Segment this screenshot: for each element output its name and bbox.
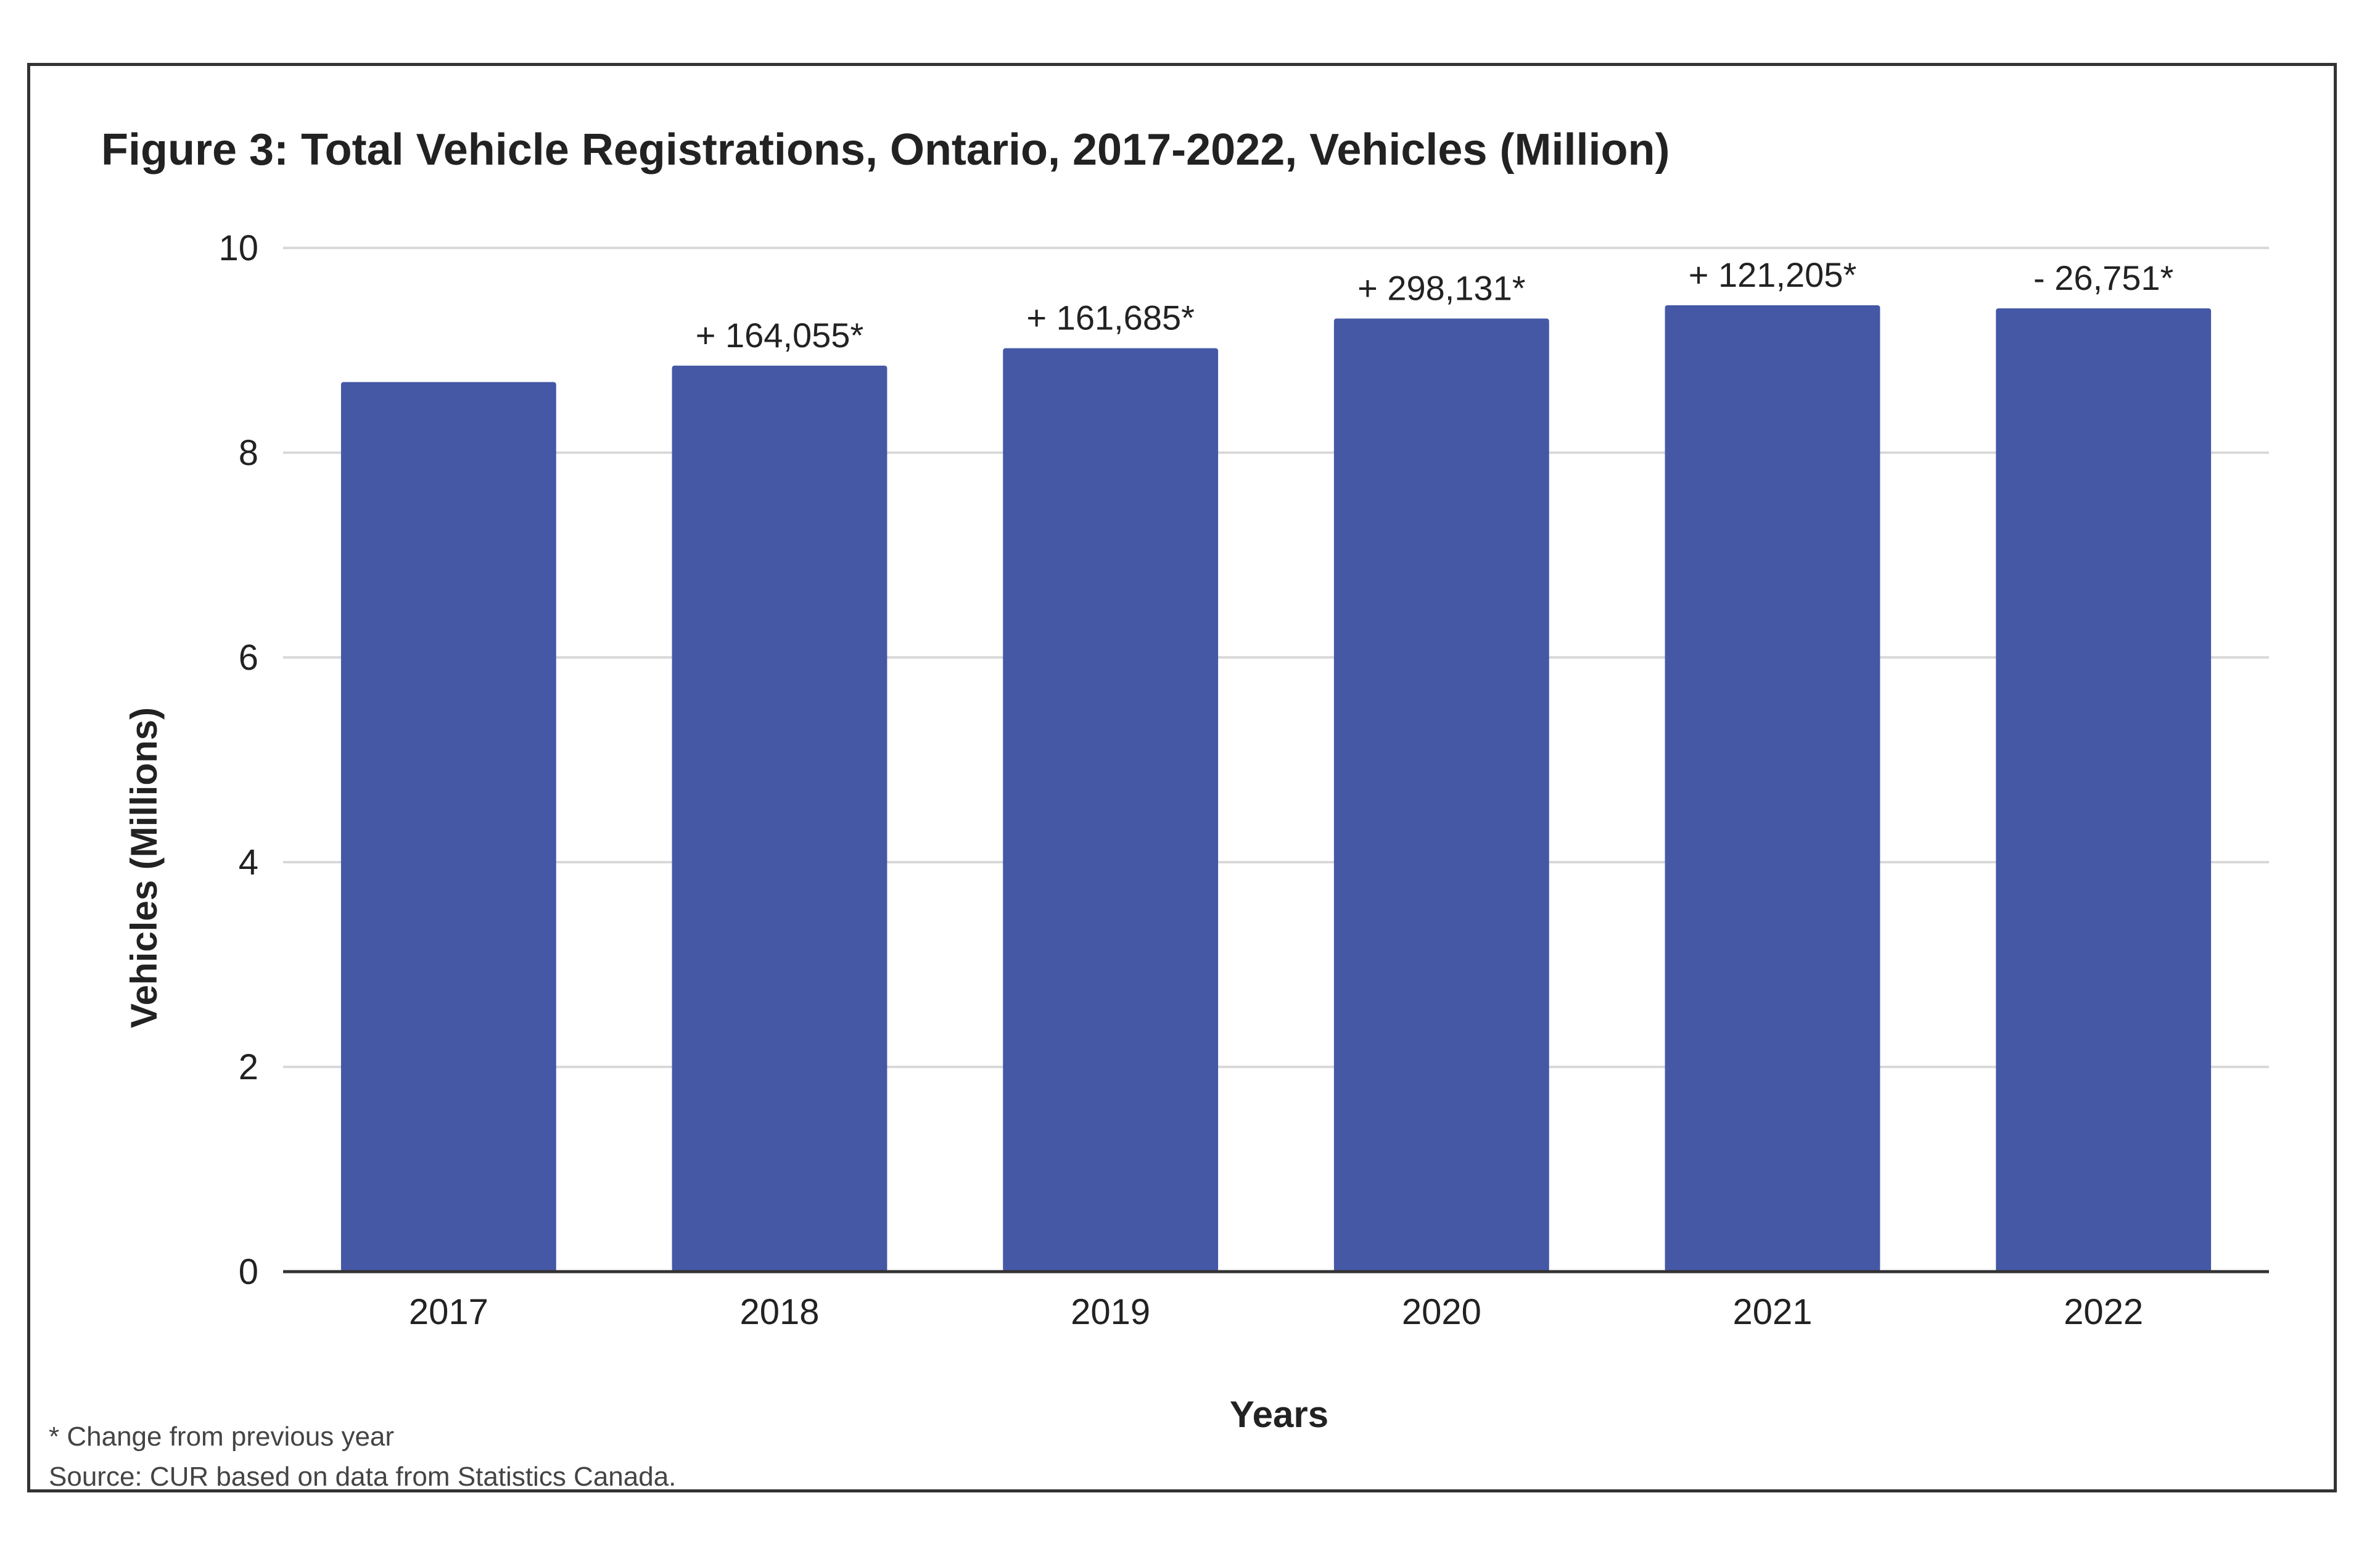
bar-2020 [1333, 318, 1549, 1272]
y-tick-label: 8 [239, 433, 258, 473]
y-tick-label: 0 [239, 1252, 258, 1292]
bar-change-label: - 26,751* [2033, 258, 2173, 297]
bar-change-label: + 121,205* [1689, 255, 1856, 294]
footnote-change: * Change from previous year [49, 1422, 394, 1452]
footnote-source: Source: CUR based on data from Statistic… [49, 1462, 676, 1489]
chart-title: Figure 3: Total Vehicle Registrations, O… [101, 125, 1670, 175]
bars [340, 305, 2212, 1272]
x-tick-label: 2017 [409, 1292, 488, 1332]
bar-change-label: + 298,131* [1357, 269, 1525, 308]
x-tick-label: 2020 [1402, 1292, 1481, 1332]
bar-2022 [1996, 308, 2212, 1272]
x-tick-label: 2018 [739, 1292, 819, 1332]
x-tick-label: 2021 [1732, 1292, 1812, 1332]
bar-2019 [1003, 348, 1219, 1272]
y-tick-label: 10 [218, 228, 258, 268]
bar-annotations: + 164,055* + 161,685* + 298,131* + 121,205*… [696, 255, 2174, 355]
y-axis-title: Vehicles (Millions) [123, 707, 165, 1028]
bar-2017 [340, 382, 556, 1272]
y-axis-ticks: 0 2 4 6 8 10 [218, 228, 258, 1292]
y-tick-label: 4 [239, 842, 258, 883]
x-axis-title: Years [1230, 1394, 1328, 1435]
y-tick-label: 6 [239, 638, 258, 678]
x-axis-ticks: 2017 2018 2019 2020 2021 2022 [409, 1292, 2143, 1332]
gridlines [283, 247, 2269, 1068]
bar-2018 [672, 365, 887, 1272]
y-tick-label: 2 [239, 1047, 258, 1087]
bar-change-label: + 161,685* [1026, 298, 1194, 337]
bar-change-label: + 164,055* [696, 316, 863, 355]
chart-frame: Figure 3: Total Vehicle Registrations, O… [27, 63, 2337, 1492]
x-tick-label: 2022 [2064, 1292, 2143, 1332]
bar-chart: Figure 3: Total Vehicle Registrations, O… [49, 125, 2269, 1489]
x-tick-label: 2019 [1071, 1292, 1150, 1332]
bar-2021 [1665, 305, 1880, 1272]
